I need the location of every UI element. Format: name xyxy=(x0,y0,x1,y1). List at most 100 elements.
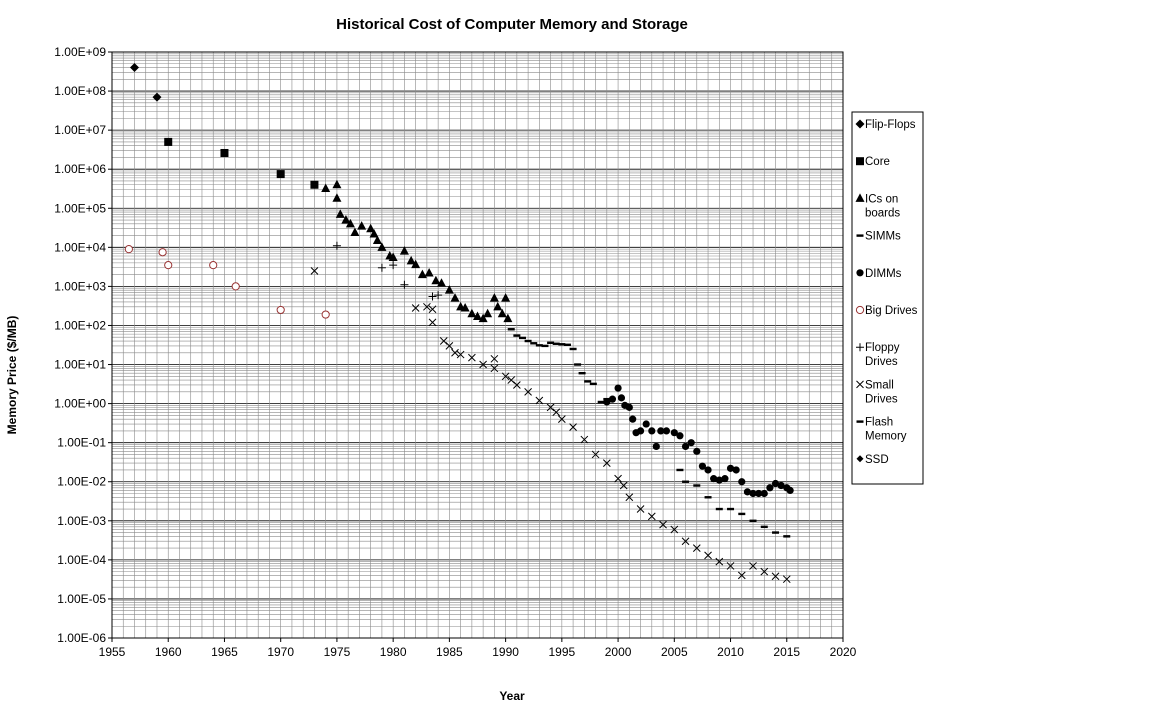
data-point xyxy=(541,344,549,348)
data-point xyxy=(357,221,367,230)
data-point xyxy=(772,531,780,534)
data-point xyxy=(749,562,757,570)
data-point xyxy=(467,308,477,318)
data-point xyxy=(450,293,460,302)
data-point xyxy=(676,468,684,472)
data-point xyxy=(682,480,690,483)
data-point xyxy=(726,562,735,570)
series-big-drives xyxy=(124,245,330,319)
data-point xyxy=(332,179,342,189)
data-point xyxy=(629,415,637,423)
legend-marker xyxy=(855,305,865,315)
data-point xyxy=(501,372,510,381)
data-point xyxy=(341,215,351,224)
x-tick-label: 2015 xyxy=(773,645,800,659)
data-point xyxy=(124,245,133,254)
data-point xyxy=(451,348,459,357)
grid xyxy=(111,52,844,639)
series-ics-on-boards xyxy=(321,179,513,323)
data-point xyxy=(738,478,746,486)
data-point xyxy=(698,462,707,470)
data-point xyxy=(445,342,454,350)
data-point xyxy=(749,519,757,522)
legend-marker xyxy=(856,455,864,463)
legend-item-ssd: SSD xyxy=(856,454,889,466)
data-point xyxy=(591,450,600,459)
data-point xyxy=(552,342,560,345)
data-point xyxy=(535,396,544,405)
y-tick-label: 1.00E+07 xyxy=(54,123,106,137)
data-point xyxy=(602,459,611,467)
x-axis: 1955 1960 1965 1970 1975 1980 1985 1990 1995 2000… xyxy=(99,638,857,659)
x-tick-label: 1955 xyxy=(99,645,126,659)
data-point xyxy=(636,427,645,435)
data-point xyxy=(648,427,656,435)
data-point xyxy=(687,439,695,447)
data-point xyxy=(614,474,622,483)
data-point xyxy=(468,353,476,362)
y-tick-label: 1.00E+08 xyxy=(54,84,106,98)
data-point xyxy=(276,305,285,315)
data-point xyxy=(721,475,729,483)
legend-marker xyxy=(856,343,864,352)
data-point xyxy=(479,360,487,369)
data-point xyxy=(535,344,543,347)
x-tick-label: 1970 xyxy=(267,645,294,659)
data-point xyxy=(513,334,521,337)
data-point xyxy=(670,525,679,534)
data-point xyxy=(617,394,626,402)
data-point xyxy=(372,235,382,244)
data-point xyxy=(786,486,794,495)
data-point xyxy=(369,228,379,238)
data-point xyxy=(530,342,538,345)
y-tick-label: 1.00E+04 xyxy=(54,240,106,254)
data-point xyxy=(518,336,526,340)
data-point xyxy=(715,557,724,566)
data-point xyxy=(152,92,162,102)
chart-title: Historical Cost of Computer Memory and S… xyxy=(336,16,688,33)
data-point xyxy=(483,308,493,318)
data-point xyxy=(547,341,555,345)
data-point xyxy=(377,263,386,272)
data-point xyxy=(704,496,712,499)
data-point xyxy=(377,242,387,251)
data-point xyxy=(490,354,499,363)
y-axis: 1.00E+09 1.00E+08 1.00E+07 1.00E+06 1.00E+05… xyxy=(54,45,112,645)
data-point xyxy=(417,269,427,279)
data-point xyxy=(589,382,597,386)
data-point xyxy=(321,183,331,193)
legend-label: Big Drives xyxy=(865,305,918,317)
data-point xyxy=(727,507,735,511)
data-point xyxy=(732,466,740,474)
data-point xyxy=(503,313,513,323)
data-point xyxy=(439,337,448,345)
legend-item-big-drives: Big Drives xyxy=(855,305,918,317)
data-point xyxy=(411,304,420,312)
data-point xyxy=(389,261,398,270)
data-point xyxy=(771,479,780,488)
data-point xyxy=(434,291,443,300)
data-point xyxy=(310,267,319,275)
data-point xyxy=(771,572,780,581)
data-point xyxy=(738,512,746,516)
data-point xyxy=(569,347,577,351)
y-tick-label: 1.00E+06 xyxy=(54,162,106,176)
data-point xyxy=(636,505,645,513)
legend-item-ics-on-boards: ICs on boards xyxy=(855,193,900,219)
data-point xyxy=(388,252,398,261)
data-point xyxy=(501,293,511,302)
plot-area: 1.00E+09 1.00E+08 1.00E+07 1.00E+06 1.00E+05… xyxy=(54,45,856,659)
x-tick-label: 2000 xyxy=(605,645,632,659)
data-point xyxy=(619,481,628,490)
y-tick-label: 1.00E-05 xyxy=(57,592,106,606)
data-point xyxy=(584,380,592,383)
legend-marker xyxy=(856,269,864,277)
data-point xyxy=(400,280,409,289)
legend-item-dimms: DIMMs xyxy=(856,268,902,280)
data-point xyxy=(513,381,521,389)
data-point xyxy=(710,475,718,483)
data-point xyxy=(569,423,577,431)
data-point xyxy=(406,255,416,265)
data-point xyxy=(158,248,167,257)
data-point xyxy=(652,442,660,451)
